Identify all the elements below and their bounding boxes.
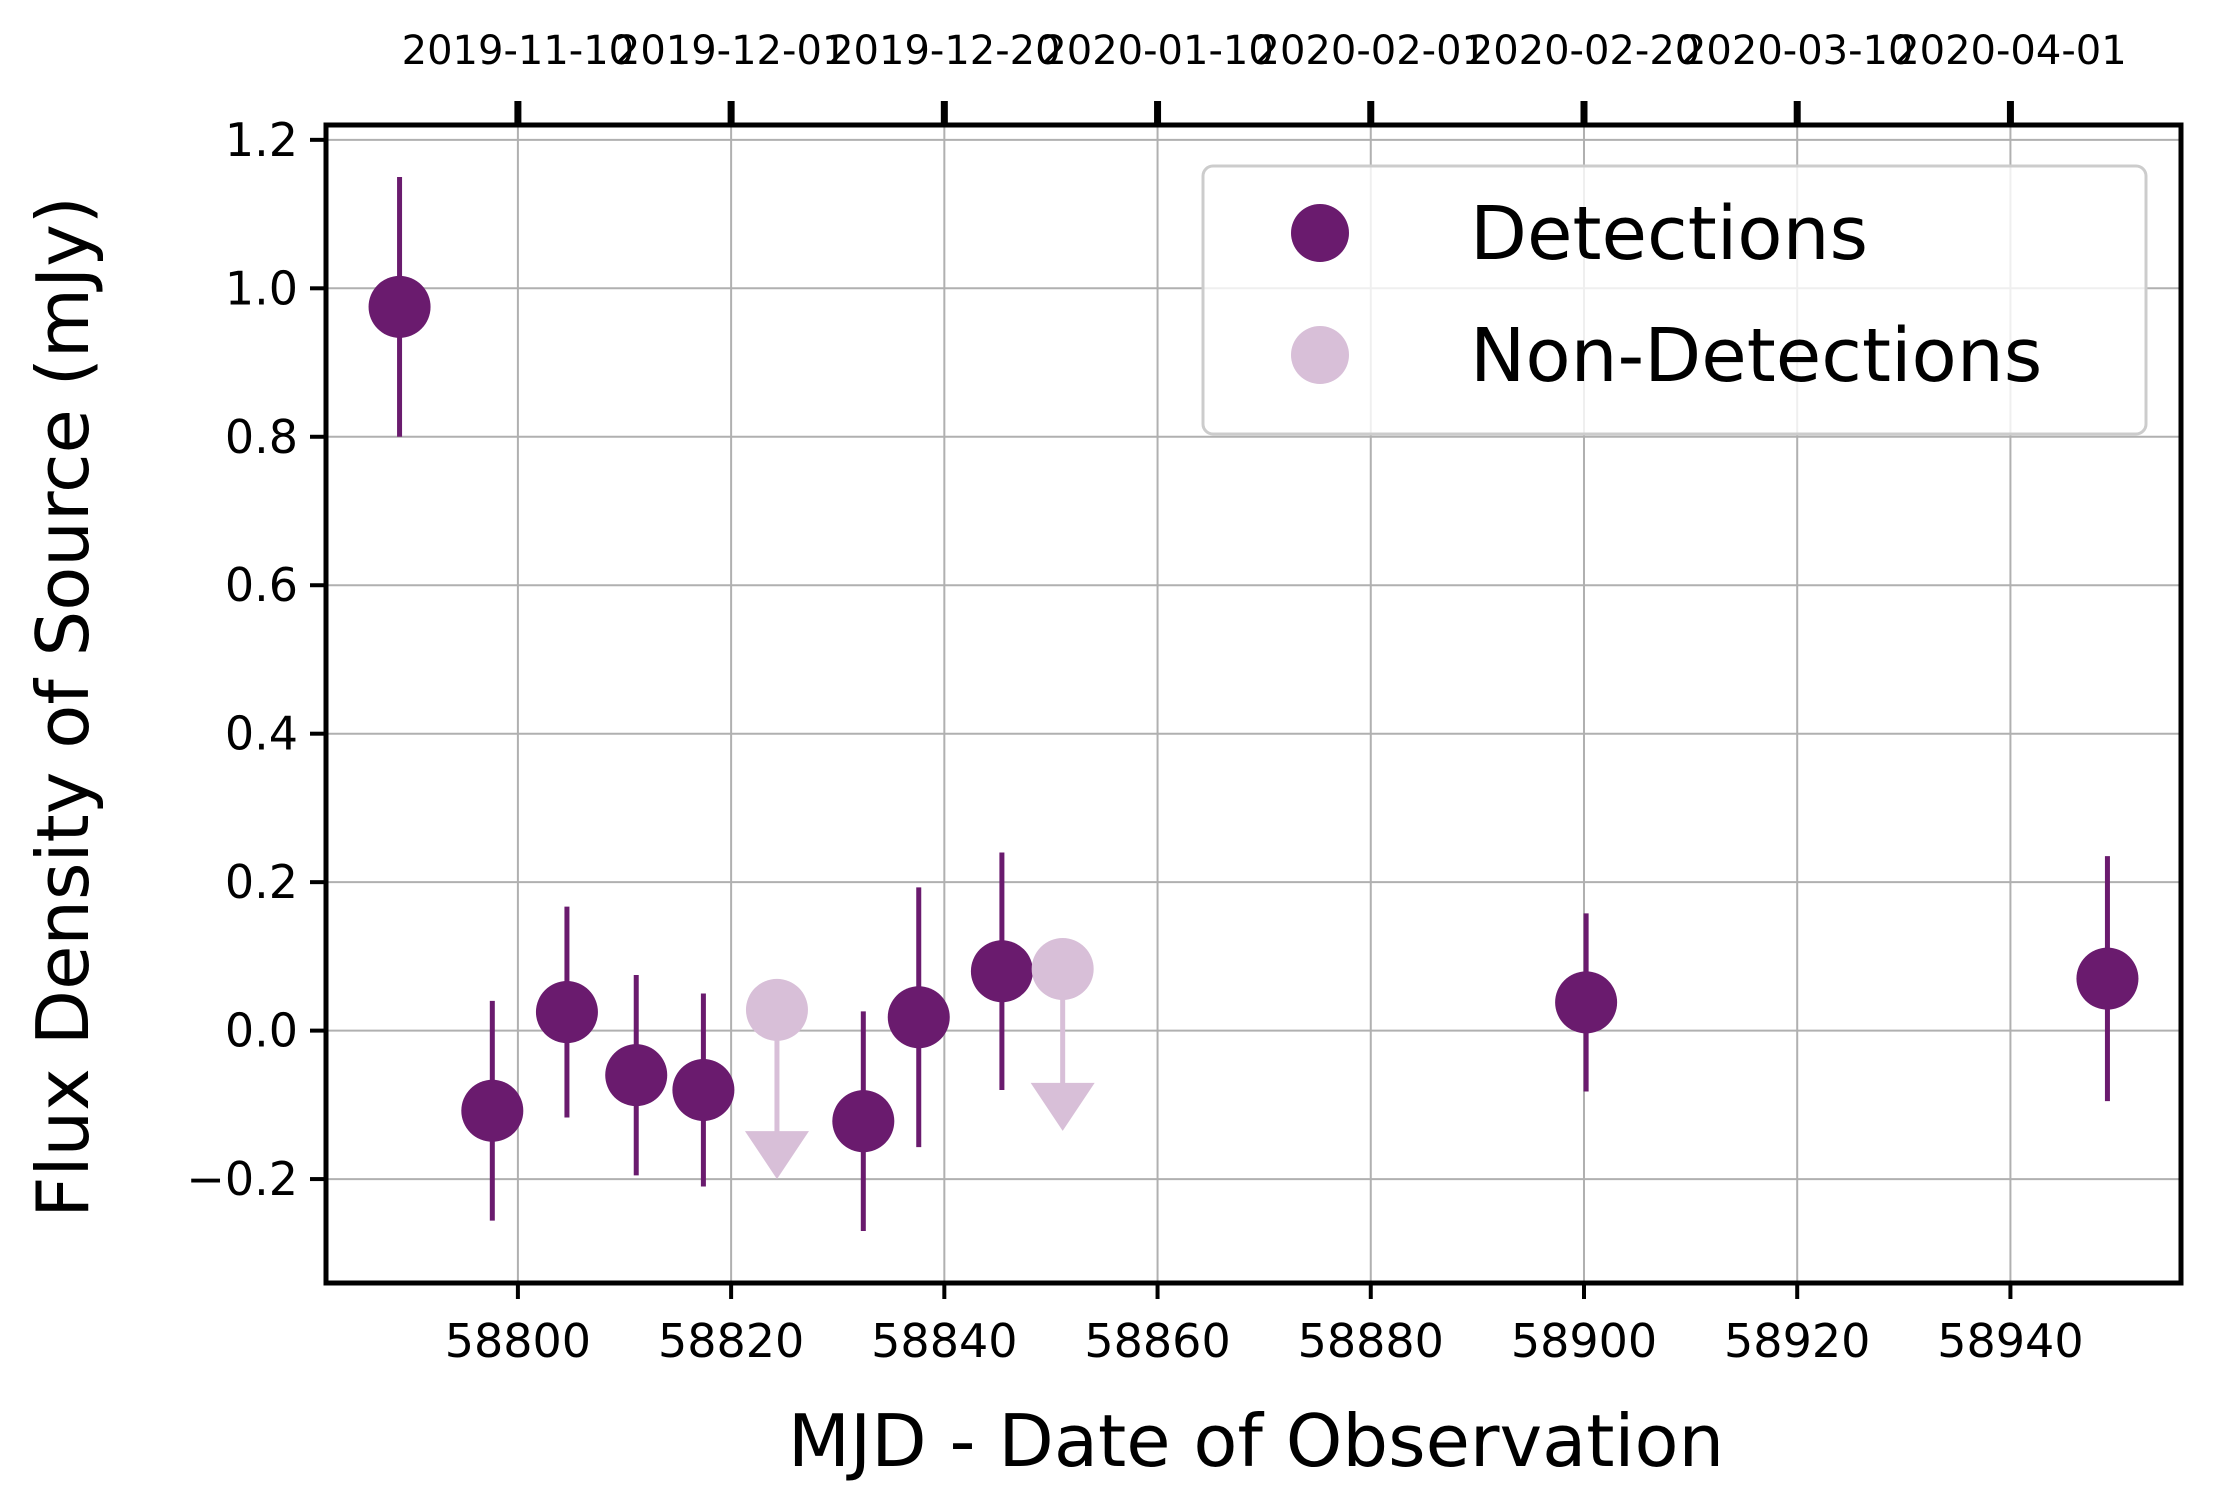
- data-marks: [368, 176, 2139, 1232]
- top-x-tick-label: 2020-04-01: [1894, 28, 2126, 74]
- y-tick-label: 1.0: [225, 261, 298, 315]
- x-axis-title: MJD - Date of Observation: [788, 1399, 1724, 1483]
- axes: 58800 58820 58840 58860 58880 58900 58920 58940…: [186, 28, 2126, 1368]
- y-tick-label: 0.0: [225, 1004, 298, 1058]
- legend-box: [1201, 164, 2148, 436]
- non-detection-point: [1031, 938, 1094, 1001]
- y-tick-label: 0.6: [225, 558, 298, 612]
- y-tick-label: 1.2: [225, 113, 298, 167]
- legend-marker-non-detections: [1291, 326, 1349, 384]
- detection-point: [1555, 971, 1618, 1034]
- detection-point: [461, 1079, 524, 1142]
- detection-point: [535, 981, 598, 1044]
- top-x-tick-label: 2020-02-20: [1468, 28, 1700, 74]
- top-x-tick-label: 2020-01-10: [1041, 28, 1273, 74]
- x-tick-label: 58860: [1084, 1314, 1230, 1368]
- x-tick-label: 58800: [445, 1314, 591, 1368]
- y-tick-label: −0.2: [186, 1152, 298, 1206]
- legend-marker-detections: [1291, 204, 1349, 262]
- legend-label-detections: Detections: [1470, 191, 1868, 277]
- x-tick-label: 58940: [1937, 1314, 2083, 1368]
- detection-point: [887, 986, 950, 1049]
- top-x-tick-label: 2019-12-01: [615, 28, 847, 74]
- x-tick-label: 58920: [1724, 1314, 1870, 1368]
- x-tick-label: 58900: [1511, 1314, 1657, 1368]
- detection-point: [672, 1059, 735, 1121]
- non-detection-arrow-head: [1030, 1082, 1095, 1131]
- y-axis-title: Flux Density of Source (mJy): [21, 196, 105, 1218]
- x-tick-label: 58820: [658, 1314, 804, 1368]
- non-detection-point: [745, 978, 808, 1041]
- detection-point: [2076, 947, 2139, 1010]
- x-tick-label: 58840: [871, 1314, 1017, 1368]
- x-tick-label: 58880: [1298, 1314, 1444, 1368]
- legend: Detections Non-Detections: [1201, 164, 2148, 436]
- detection-point: [368, 275, 431, 338]
- legend-label-non-detections: Non-Detections: [1470, 313, 2042, 399]
- plot-frame: [323, 122, 2184, 1286]
- top-x-tick-label: 2020-03-10: [1681, 28, 1913, 74]
- top-x-tick-label: 2019-12-20: [828, 28, 1060, 74]
- y-tick-label: 0.8: [225, 410, 298, 464]
- y-tick-label: 0.4: [225, 707, 298, 761]
- non-detection-arrow-head: [744, 1131, 809, 1180]
- top-x-tick-label: 2019-11-10: [402, 28, 634, 74]
- y-tick-label: 0.2: [225, 855, 298, 909]
- top-x-tick-label: 2020-02-01: [1255, 28, 1487, 74]
- detection-point: [970, 940, 1033, 1003]
- detection-point: [605, 1044, 668, 1107]
- detection-point: [832, 1090, 895, 1153]
